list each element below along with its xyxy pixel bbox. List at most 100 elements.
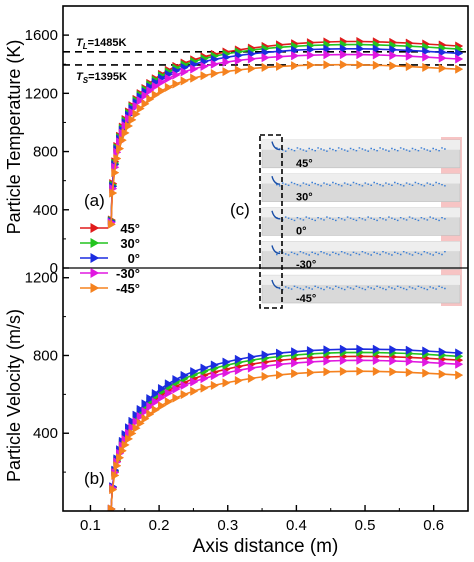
inset-nozzle-highlight-4 bbox=[262, 275, 460, 285]
velocity-series-3-point-29 bbox=[339, 355, 348, 366]
temperature-series-3-point-8 bbox=[128, 107, 137, 117]
velocity-series-4-point-0 bbox=[107, 504, 116, 511]
temperature-series-4-point-9 bbox=[132, 109, 141, 119]
legend-label-0: 45° bbox=[120, 221, 140, 236]
temperature-series-4-point-14 bbox=[157, 86, 167, 96]
velocity-series-2-point-18 bbox=[190, 366, 199, 377]
temperature-series-3-point-18 bbox=[190, 64, 199, 74]
velocity-series-2-point-9 bbox=[132, 410, 141, 420]
temperature-series-2-point-27 bbox=[306, 44, 316, 55]
inset-dashed-box bbox=[259, 134, 283, 309]
temperature-series-4-point-33 bbox=[405, 61, 414, 72]
velocity-series-3-point-17 bbox=[180, 380, 189, 391]
temperature-series-3-point-15 bbox=[164, 73, 173, 84]
temperature-series-4-point-20 bbox=[210, 68, 219, 79]
temperature-series-4-point-3 bbox=[113, 153, 122, 164]
temperature-series-4-point-11 bbox=[141, 99, 150, 109]
y-tick-label-temperature-0: 0 bbox=[50, 260, 58, 277]
temperature-series-4-point-12 bbox=[146, 94, 155, 104]
inset-nozzle-highlight-0 bbox=[262, 140, 460, 150]
velocity-series-2-point-19 bbox=[200, 363, 209, 373]
temperature-series-2-point-31 bbox=[372, 44, 381, 54]
temperature-series-4-point-26 bbox=[291, 61, 300, 71]
velocity-series-2-point-28 bbox=[323, 345, 332, 355]
velocity-series-2-point-22 bbox=[234, 354, 243, 364]
inset-angle-label-2: 0° bbox=[296, 225, 307, 237]
velocity-series-3-point-31 bbox=[372, 355, 381, 366]
temperature-series-3-point-14 bbox=[157, 77, 167, 87]
velocity-series-2-point-17 bbox=[180, 370, 189, 381]
y-tick-label-temperature-3: 1200 bbox=[25, 85, 58, 102]
velocity-series-3-point-35 bbox=[438, 358, 447, 368]
velocity-series-3-point-32 bbox=[389, 356, 398, 366]
velocity-series-3-point-27 bbox=[306, 357, 316, 367]
inset-particle-stream-0 bbox=[276, 147, 446, 152]
velocity-series-3-point-34 bbox=[422, 357, 431, 367]
legend-label-3: -30° bbox=[116, 266, 140, 281]
y-tick-label-temperature-1: 400 bbox=[33, 202, 58, 219]
velocity-series-3-point-12 bbox=[146, 401, 155, 412]
x-tick-label-1: 0.2 bbox=[149, 517, 170, 534]
temperature-series-4-point-4 bbox=[116, 144, 125, 154]
velocity-series-2-point-14 bbox=[157, 383, 167, 394]
temperature-series-4-point-15 bbox=[164, 82, 173, 92]
inset-particle-stream-1 bbox=[276, 181, 446, 187]
velocity-series-2-point-26 bbox=[291, 347, 300, 357]
temperature-series-3-point-36 bbox=[455, 54, 464, 64]
temperature-series-3-point-31 bbox=[372, 50, 381, 60]
velocity-series-2-point-32 bbox=[389, 345, 398, 355]
x-tick-label-4: 0.5 bbox=[355, 517, 376, 534]
temperature-series-3-point-20 bbox=[210, 59, 219, 69]
velocity-series-2-point-34 bbox=[422, 346, 431, 356]
y-tick-label-velocity-0: 400 bbox=[33, 425, 58, 442]
temperature-series-4-point-36 bbox=[455, 64, 464, 74]
velocity-series-4-point-30 bbox=[356, 366, 365, 376]
velocity-series-4-point-26 bbox=[291, 368, 300, 379]
legend-marker-4 bbox=[90, 283, 100, 293]
velocity-series-3-point-22 bbox=[234, 365, 243, 376]
velocity-series-4-point-24 bbox=[261, 371, 270, 382]
legend-marker-2 bbox=[90, 253, 100, 263]
velocity-series-3-point-36 bbox=[455, 359, 464, 369]
velocity-series-3-point-33 bbox=[405, 356, 414, 367]
legend-marker-0 bbox=[90, 223, 100, 233]
temperature-series-4-point-13 bbox=[151, 90, 160, 100]
x-tick-label-2: 0.3 bbox=[217, 517, 238, 534]
y-tick-label-temperature-4: 1600 bbox=[25, 27, 58, 44]
velocity-series-3-point-9 bbox=[132, 417, 141, 427]
temperature-series-4-point-0 bbox=[107, 219, 116, 229]
inset-nozzle-highlight-3 bbox=[262, 241, 460, 252]
temperature-series-4-point-6 bbox=[121, 128, 130, 138]
velocity-series-3-point-16 bbox=[172, 384, 181, 394]
temperature-series-3-point-9 bbox=[132, 101, 141, 111]
velocity-series-4-point-28 bbox=[323, 367, 332, 377]
panel-label-b: (b) bbox=[84, 469, 105, 488]
legend-label-4: -45° bbox=[116, 281, 140, 296]
velocity-series-4-point-3 bbox=[113, 461, 122, 471]
temperature-series-3-point-23 bbox=[247, 54, 256, 64]
velocity-series-2-point-31 bbox=[372, 344, 381, 354]
velocity-series-2-point-10 bbox=[136, 404, 145, 415]
temperature-series-2-point-29 bbox=[339, 44, 348, 54]
velocity-series-4-point-15 bbox=[164, 397, 173, 407]
velocity-series-2-point-35 bbox=[438, 347, 447, 357]
velocity-series-4-point-14 bbox=[157, 401, 167, 411]
velocity-series-4-point-19 bbox=[200, 383, 209, 393]
velocity-series-4-point-16 bbox=[172, 393, 181, 403]
temperature-series-4-point-25 bbox=[276, 61, 285, 72]
temperature-series-4-point-16 bbox=[172, 79, 181, 89]
velocity-series-4-point-10 bbox=[136, 418, 145, 428]
velocity-series-4-point-17 bbox=[180, 389, 189, 400]
temperature-series-4-point-28 bbox=[323, 60, 332, 70]
velocity-series-3-point-25 bbox=[276, 359, 285, 370]
temperature-series-3-point-16 bbox=[172, 70, 181, 80]
velocity-series-4-point-34 bbox=[422, 368, 431, 378]
velocity-series-3-point-21 bbox=[222, 368, 231, 378]
velocity-series-4-point-4 bbox=[116, 453, 125, 463]
temperature-series-3-point-22 bbox=[234, 55, 243, 66]
velocity-series-4-point-1 bbox=[109, 484, 118, 495]
velocity-series-4-point-36 bbox=[455, 370, 464, 380]
velocity-series-4-point-11 bbox=[141, 414, 150, 424]
